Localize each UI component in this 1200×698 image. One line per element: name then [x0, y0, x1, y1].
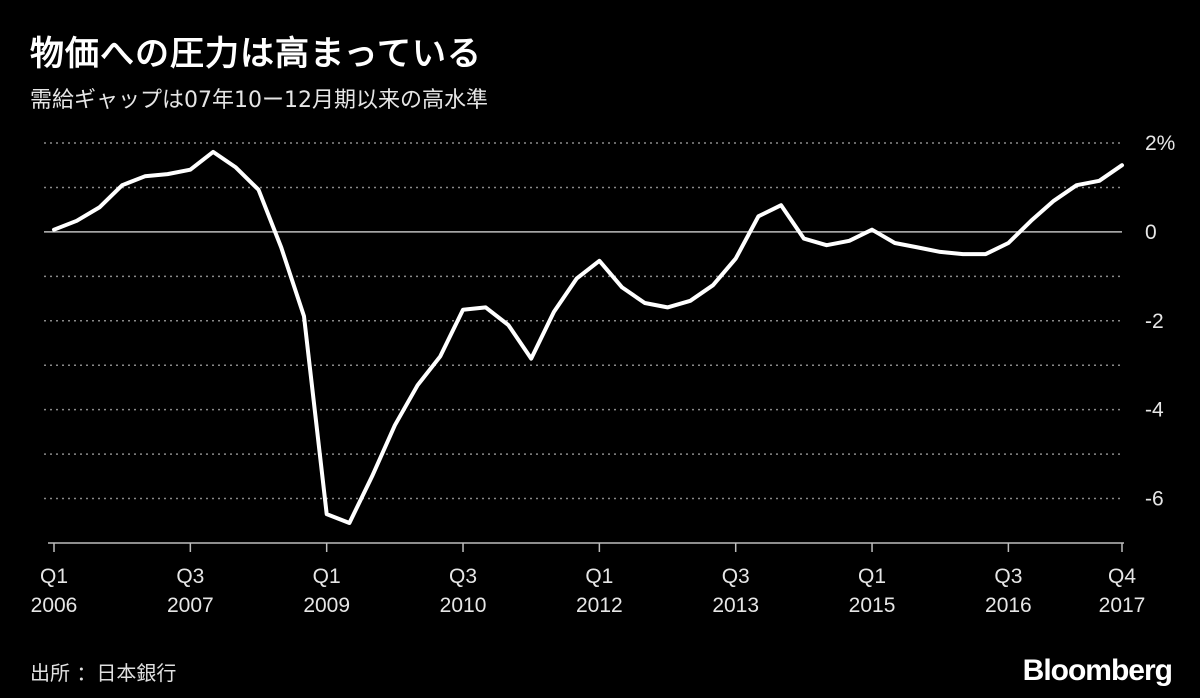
x-tick-label-year: 2015 — [849, 594, 896, 617]
y-tick-label: 2% — [1145, 132, 1175, 155]
x-tick-label-period: Q3 — [176, 565, 204, 588]
chart-subtitle: 需給ギャップは07年10ー12月期以来の高水準 — [30, 88, 488, 113]
x-tick-label-year: 2012 — [576, 594, 623, 617]
x-tick-label-year: 2007 — [167, 594, 214, 617]
x-tick-label-year: 2016 — [985, 594, 1032, 617]
x-axis — [48, 542, 1124, 552]
x-tick-label-period: Q3 — [449, 565, 477, 588]
gridlines — [44, 142, 1122, 500]
bloomberg-logo: Bloomberg — [1022, 654, 1173, 687]
x-tick-label-year: 2009 — [303, 594, 350, 617]
series-line — [52, 149, 1124, 525]
x-tick-label-period: Q3 — [722, 565, 750, 588]
x-axis-labels: Q1 2006 Q3 2007 Q1 2009 Q3 2010 Q1 2012 Q3 2013 Q1 20… — [31, 565, 1146, 617]
x-tick-label-year: 2017 — [1099, 594, 1146, 617]
y-tick-label: -4 — [1145, 399, 1164, 422]
x-tick-label-period: Q1 — [40, 565, 68, 588]
y-tick-label: -6 — [1145, 488, 1164, 511]
x-tick-label-period: Q1 — [585, 565, 613, 588]
x-tick-label-period: Q1 — [858, 565, 886, 588]
y-tick-label: -2 — [1145, 310, 1164, 333]
x-tick-label-year: 2006 — [31, 594, 78, 617]
x-tick-label-period: Q3 — [994, 565, 1022, 588]
y-axis-labels: 2% 0 -2 -4 -6 — [1145, 132, 1175, 511]
x-tick-label-period: Q1 — [313, 565, 341, 588]
y-tick-label: 0 — [1145, 221, 1157, 244]
x-tick-label-period: Q4 — [1108, 565, 1136, 588]
series-layer — [52, 149, 1124, 525]
chart-title: 物価への圧力は高まっている — [30, 34, 482, 74]
x-tick-label-year: 2013 — [712, 594, 759, 617]
source-note: 出所 ：日本銀行 — [30, 661, 177, 685]
x-tick-label-year: 2010 — [440, 594, 487, 617]
